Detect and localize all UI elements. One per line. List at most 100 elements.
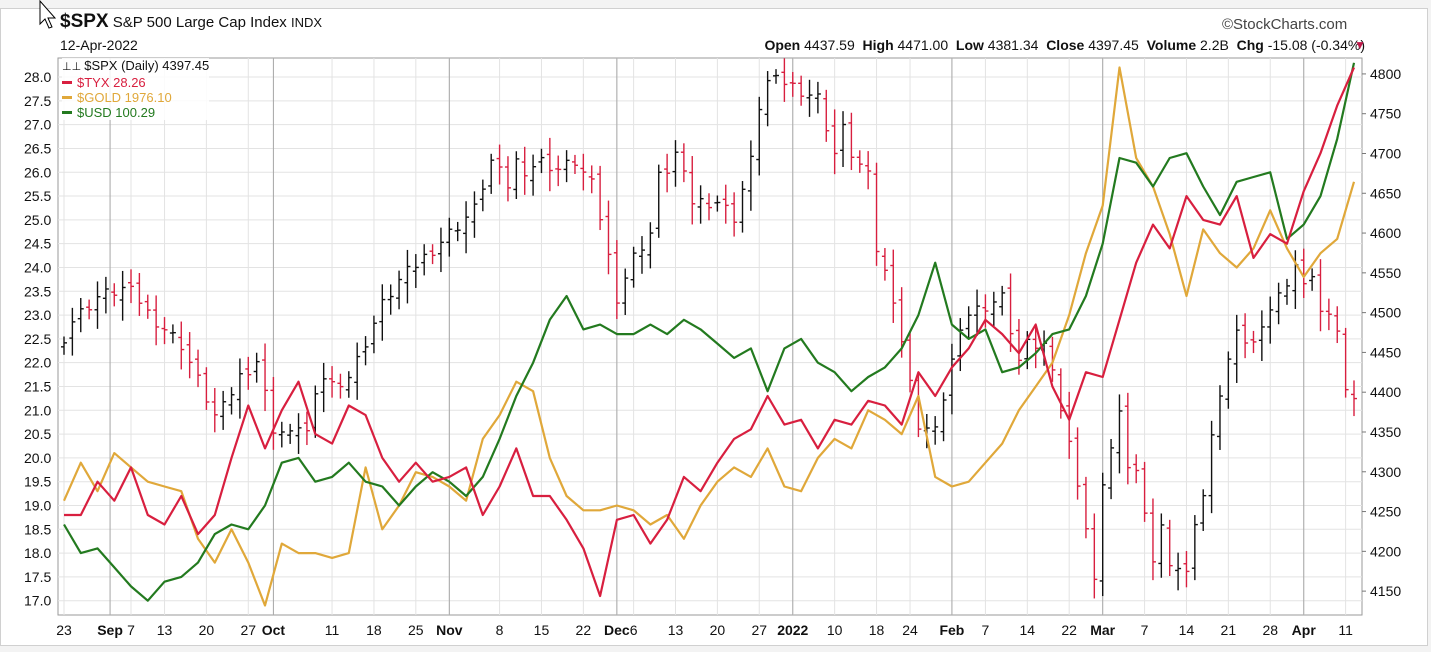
- x-axis-tick-label: 27: [240, 622, 256, 638]
- x-axis-tick-label: 20: [710, 622, 726, 638]
- spx-ohlc-bar: [337, 373, 344, 399]
- spx-ohlc-bar: [990, 291, 997, 327]
- x-axis-tick-label: 6: [630, 622, 638, 638]
- x-axis-tick-label: 10: [827, 622, 843, 638]
- x-axis-tick-label: 24: [902, 622, 918, 638]
- spx-ohlc-bar: [965, 306, 972, 340]
- x-axis-tick-label: 13: [668, 622, 684, 638]
- x-axis-tick-label: 11: [1338, 622, 1353, 638]
- legend-item-tyx: $TYX 28.26: [62, 75, 209, 90]
- spx-ohlc-bar: [1015, 318, 1022, 375]
- spx-ohlc-bar: [1208, 420, 1215, 514]
- right-axis-tick-label: 4500: [1370, 305, 1401, 321]
- high-label: High: [862, 37, 894, 53]
- x-axis-tick-label: 14: [1179, 622, 1195, 638]
- spx-ohlc-bar: [1166, 519, 1173, 577]
- spx-ohlc-bar: [948, 343, 955, 415]
- x-axis-tick-label: 22: [1061, 622, 1077, 638]
- left-axis-tick-label: 24.5: [24, 236, 51, 252]
- spx-ohlc-bar: [211, 387, 218, 433]
- spx-ohlc-bar: [1283, 278, 1290, 305]
- spx-ohlc-bar: [689, 156, 696, 225]
- spx-ohlc-bar: [1233, 314, 1240, 383]
- spx-ohlc-bar: [429, 244, 436, 265]
- spx-ohlc-bar: [454, 221, 461, 242]
- spx-ohlc-bar: [195, 349, 202, 388]
- spx-ohlc-bar: [865, 151, 872, 190]
- spx-ohlc-bar: [940, 392, 947, 442]
- spx-ohlc-bar: [731, 192, 738, 237]
- spx-ohlc-bar: [814, 81, 821, 114]
- spx-ohlc-bar: [220, 390, 227, 430]
- legend-spx-label: $SPX (Daily) 4397.45: [84, 58, 210, 73]
- spx-ohlc-bar: [278, 421, 285, 448]
- spx-ohlc-bar: [781, 58, 788, 102]
- spx-ohlc-bar: [86, 299, 93, 320]
- down-arrow-icon: ▼: [1354, 38, 1366, 52]
- spx-ohlc-bar: [664, 153, 671, 193]
- spx-ohlc-bar: [1032, 323, 1039, 369]
- spx-ohlc-bar: [396, 270, 403, 310]
- spx-ohlc-bar: [571, 154, 578, 175]
- spx-ohlc-bar: [245, 356, 252, 390]
- left-axis-tick-label: 18.5: [24, 521, 51, 537]
- spx-ohlc-bar: [957, 318, 964, 372]
- spx-ohlc-bar: [714, 195, 721, 212]
- spx-ohlc-bar: [1242, 313, 1249, 359]
- spx-ohlc-bar: [354, 342, 361, 400]
- spx-ohlc-bar: [421, 244, 428, 276]
- left-axis-tick-label: 27.0: [24, 117, 51, 133]
- spx-ohlc-bar: [144, 294, 151, 319]
- left-axis-tick-label: 18.0: [24, 545, 51, 561]
- spx-ohlc-bar: [722, 184, 729, 224]
- x-axis-tick-label: 11: [325, 622, 340, 638]
- x-axis-tick-label: 25: [408, 622, 424, 638]
- legend-gold-label: $GOLD 1976.10: [77, 90, 172, 105]
- spx-ohlc-bar: [169, 324, 176, 344]
- left-axis-tick-label: 20.5: [24, 426, 51, 442]
- spx-ohlc-bar: [521, 146, 528, 195]
- close-value: 4397.45: [1088, 37, 1139, 53]
- spx-ohlc-bar: [1007, 273, 1014, 352]
- x-axis-tick-label: Oct: [262, 622, 286, 638]
- spx-ohlc-bar: [94, 281, 101, 329]
- spx-ohlc-bar: [504, 156, 511, 202]
- spx-ohlc-bar: [1141, 461, 1148, 522]
- gold-series-line: [62, 66, 1356, 607]
- spx-ohlc-bar: [1133, 454, 1140, 484]
- spx-ohlc-bar: [881, 248, 888, 281]
- spx-ohlc-bar: [463, 201, 470, 254]
- spx-ohlc-bar: [253, 352, 260, 383]
- spx-ohlc-bar: [697, 185, 704, 224]
- legend-swatch-usd: [62, 110, 72, 114]
- left-axis-tick-label: 17.0: [24, 593, 51, 609]
- spx-ohlc-bar: [61, 336, 67, 355]
- symbol-heading: $SPX S&P 500 Large Cap Index INDX: [60, 11, 322, 33]
- x-axis-tick-label: 13: [157, 622, 173, 638]
- volume-value: 2.2B: [1200, 37, 1229, 53]
- volume-label: Volume: [1146, 37, 1197, 53]
- x-axis-tick-label: 28: [1262, 622, 1278, 638]
- spx-ohlc-bar: [1074, 427, 1081, 500]
- spx-ohlc-bar: [161, 317, 168, 345]
- left-axis-tick-label: 20.0: [24, 450, 51, 466]
- x-axis-tick-label: Nov: [436, 622, 463, 638]
- spx-ohlc-bar: [186, 332, 193, 379]
- spx-ohlc-bar: [496, 144, 503, 185]
- mouse-cursor-icon: [39, 0, 57, 29]
- spx-ohlc-bar: [329, 366, 336, 398]
- x-axis-tick-label: 15: [534, 622, 550, 638]
- spx-ohlc-bar: [1300, 248, 1307, 298]
- spx-bars: [61, 58, 1357, 599]
- tyx-series-line: [64, 67, 1356, 598]
- change-value: -15.08 (-0.34%): [1267, 37, 1365, 53]
- watermark[interactable]: ©StockCharts.com: [1222, 16, 1348, 33]
- spx-ohlc-bar: [597, 165, 604, 231]
- spx-ohlc-bar: [136, 273, 143, 316]
- spx-ohlc-bar: [1149, 498, 1156, 581]
- right-axis-tick-label: 4600: [1370, 225, 1401, 241]
- spx-ohlc-bar: [546, 137, 553, 192]
- spx-ohlc-bar: [706, 193, 712, 221]
